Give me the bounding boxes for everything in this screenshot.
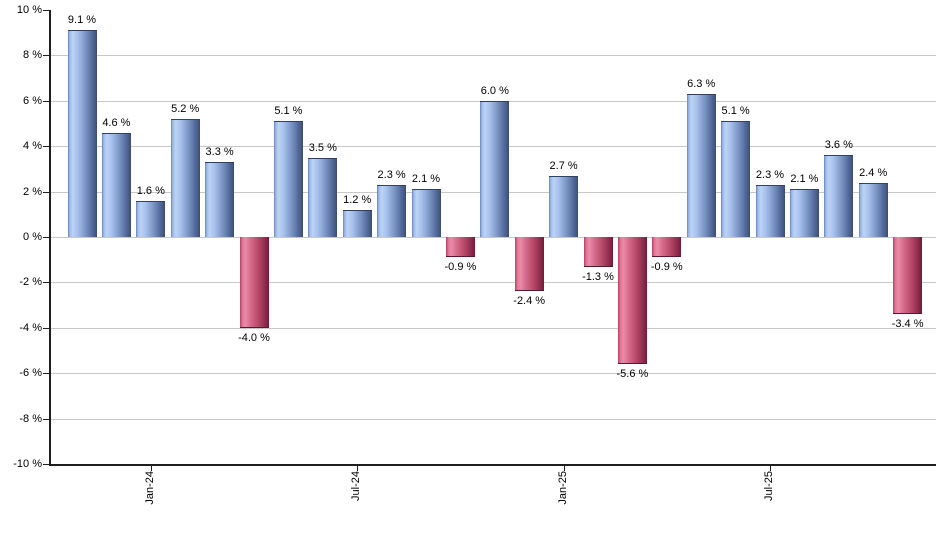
y-axis-tick-label: 4 % (23, 140, 42, 153)
y-axis-tick-label: -6 % (19, 367, 42, 380)
bar-Sep-25 (824, 155, 854, 237)
y-axis-tick-label: -10 % (13, 458, 42, 470)
x-axis-tick (150, 466, 152, 471)
gridline (50, 237, 936, 238)
y-axis-tick (43, 10, 49, 11)
bar-Apr-25 (652, 237, 682, 258)
y-axis-tick-label: 6 % (23, 94, 42, 107)
gridline (50, 282, 936, 284)
bar-Aug-24 (377, 184, 407, 237)
bar-Aug-25 (789, 189, 819, 237)
bar-Jan-25 (549, 175, 579, 237)
bar-value-label: -4.0 % (238, 331, 270, 344)
bar-Feb-25 (583, 237, 613, 267)
bar-value-label: 3.3 % (205, 146, 234, 159)
bar-value-label: 5.1 % (721, 105, 750, 118)
y-axis-tick (43, 418, 49, 420)
bar-value-label: -0.9 % (650, 261, 683, 274)
bar-value-label: -1.3 % (582, 270, 614, 283)
gridline (50, 327, 936, 329)
bar-Apr-24 (239, 237, 269, 328)
bar-Nov-24 (480, 100, 510, 237)
bar-Feb-24 (170, 118, 200, 237)
bar-value-label: -3.4 % (891, 318, 924, 331)
y-axis-tick-label: 10 % (16, 4, 42, 16)
bar-value-label: 2.7 % (549, 159, 578, 172)
bar-Jun-24 (308, 157, 338, 237)
y-axis-tick (43, 327, 49, 329)
x-axis-tick-label: Jul-24 (350, 471, 363, 501)
bar-Dec-24 (514, 237, 544, 292)
y-axis-tick-label: 0 % (23, 231, 42, 243)
y-axis-tick (43, 55, 49, 57)
bar-Jan-24 (136, 200, 166, 237)
gridline (50, 55, 936, 57)
bar-value-label: 5.1 % (274, 105, 303, 118)
bar-Oct-24 (445, 237, 475, 258)
y-axis-tick-label: -4 % (19, 321, 42, 334)
bar-Oct-25 (858, 182, 888, 237)
bar-value-label: -2.4 % (513, 295, 546, 308)
y-axis-tick (43, 100, 49, 102)
bar-value-label: 2.3 % (377, 168, 406, 181)
gridline (50, 373, 936, 375)
bar-value-label: 2.1 % (411, 173, 441, 186)
y-axis-tick (43, 282, 49, 284)
bar-Sep-24 (411, 189, 441, 237)
y-axis-tick-label: 2 % (23, 185, 42, 198)
y-axis-tick-label: -2 % (19, 276, 42, 289)
bar-Mar-24 (205, 162, 235, 237)
bar-Mar-25 (617, 237, 647, 365)
x-axis-tick (357, 466, 359, 471)
bar-Jul-24 (342, 209, 372, 237)
bar-Nov-25 (893, 237, 923, 315)
y-axis-tick (43, 146, 49, 148)
bar-Jul-25 (755, 184, 785, 237)
x-axis-tick-label: Jan-25 (556, 471, 569, 505)
bar-value-label: 2.1 % (790, 173, 819, 186)
x-axis-tick (563, 466, 565, 471)
bar-value-label: 3.6 % (824, 139, 853, 152)
bar-May-25 (686, 93, 716, 237)
y-axis-tick (43, 237, 49, 238)
bar-value-label: 3.5 % (308, 141, 337, 154)
gridline (50, 418, 936, 420)
bar-value-label: -0.9 % (444, 261, 477, 274)
bar-value-label: 6.0 % (480, 84, 509, 97)
bar-value-label: 6.3 % (687, 77, 716, 90)
bar-value-label: -5.6 % (616, 368, 649, 381)
x-axis-line (49, 464, 936, 466)
y-axis-tick-label: -8 % (19, 412, 42, 425)
bar-Dec-23 (101, 132, 131, 237)
bar-value-label: 5.2 % (171, 102, 200, 115)
bar-value-label: 2.4 % (859, 166, 888, 179)
bar-May-24 (273, 121, 303, 237)
y-axis-tick (43, 373, 49, 375)
bar-value-label: 2.3 % (755, 168, 785, 181)
bar-Nov-23 (67, 30, 97, 237)
bar-Jun-25 (721, 121, 751, 237)
x-axis-tick-label: Jul-25 (763, 471, 775, 501)
bar-value-label: 1.2 % (343, 193, 372, 206)
y-axis-tick-label: 8 % (23, 49, 42, 62)
bar-value-label: 9.1 % (67, 14, 97, 27)
x-axis-tick (770, 466, 771, 471)
bar-value-label: 1.6 % (136, 184, 165, 197)
y-axis-tick (43, 464, 49, 465)
y-axis-tick (43, 191, 49, 193)
bar-value-label: 4.6 % (102, 116, 131, 129)
x-axis-tick-label: Jan-24 (143, 471, 156, 505)
y-axis-line (49, 10, 51, 466)
